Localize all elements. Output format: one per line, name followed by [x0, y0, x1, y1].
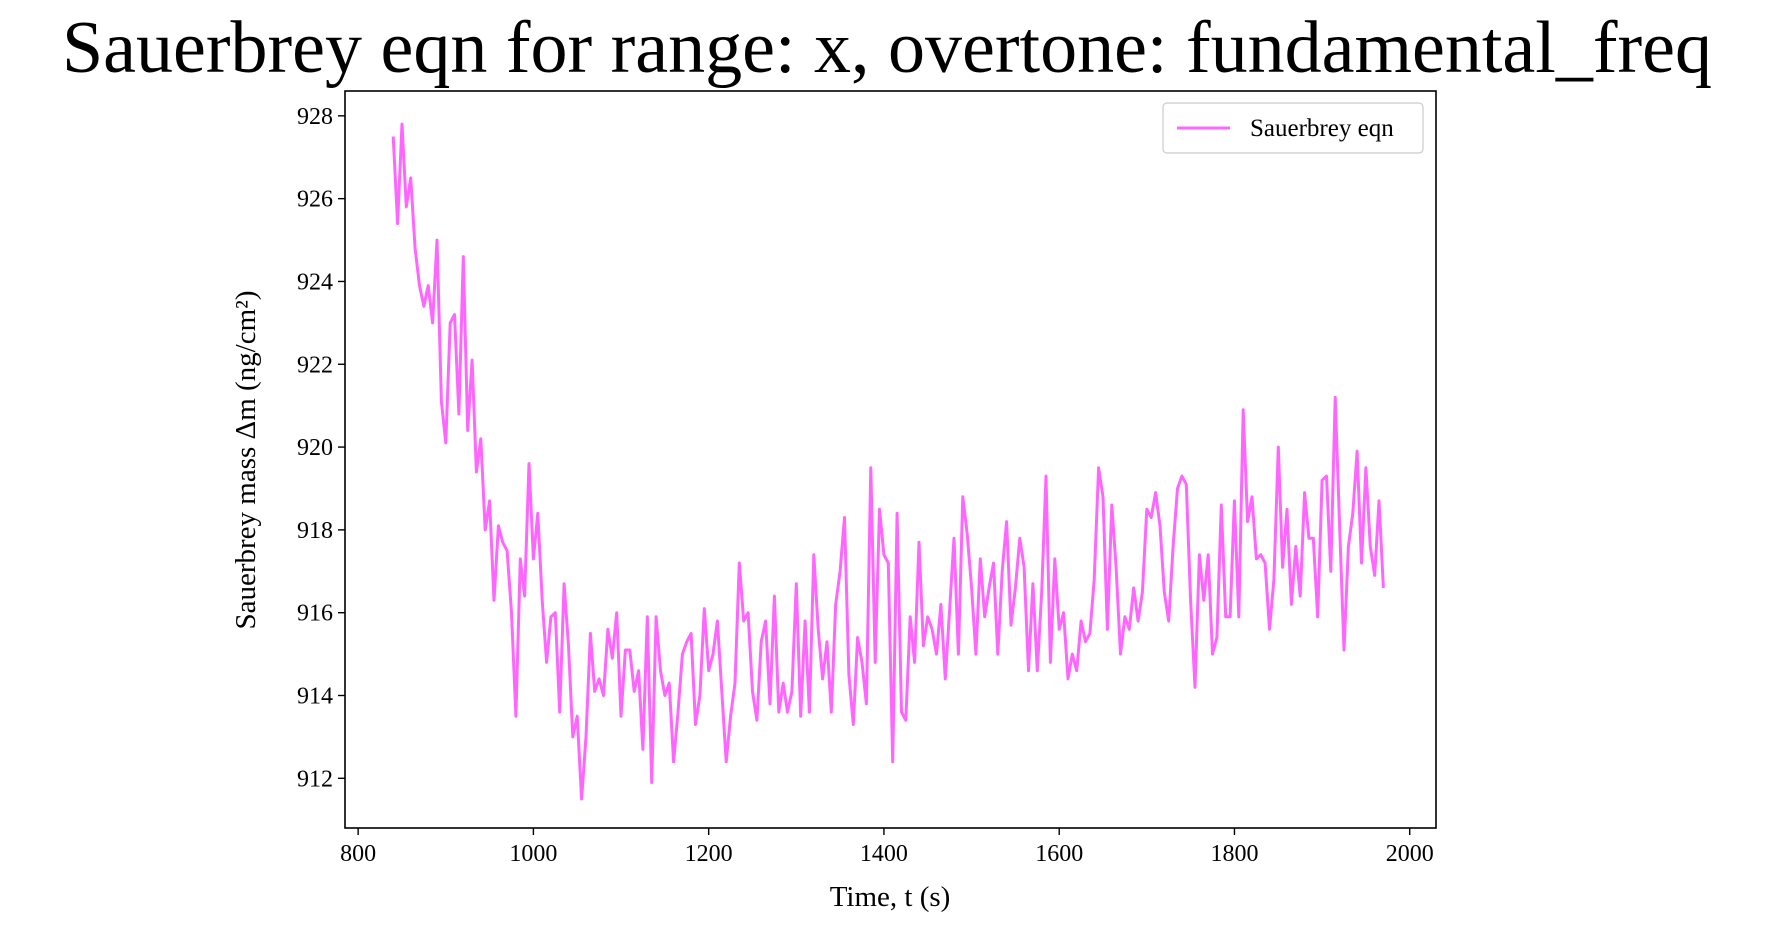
legend-entry-label: Sauerbrey eqn: [1250, 115, 1394, 142]
x-tick-label: 1000: [509, 841, 557, 867]
x-axis: 800 1000 1200 1400 1600 1800 2000: [340, 828, 1434, 867]
plot-area: 800 1000 1200 1400 1600 1800 2000 912 914 916 918…: [297, 90, 1437, 867]
x-axis-label: Time, t (s): [830, 881, 951, 913]
y-tick-label: 916: [297, 601, 333, 627]
y-tick-label: 920: [297, 435, 333, 461]
x-tick-label: 800: [340, 841, 376, 867]
x-tick-label: 1600: [1035, 841, 1083, 867]
x-tick-label: 1400: [860, 841, 908, 867]
y-tick-label: 926: [297, 187, 333, 213]
y-tick-label: 914: [297, 684, 333, 710]
y-axis: 912 914 916 918 920 922 924 926 928: [297, 104, 345, 792]
y-tick-label: 918: [297, 518, 333, 544]
y-axis-label-text: Sauerbrey mass Δm (ng/cm²): [230, 290, 262, 629]
y-tick-label: 922: [297, 352, 333, 378]
x-tick-label: 2000: [1386, 841, 1434, 867]
y-tick-label: 928: [297, 104, 333, 130]
y-tick-label: 924: [297, 269, 333, 295]
x-axis-label-text: Time, t (s): [830, 881, 951, 913]
y-axis-label: Sauerbrey mass Δm (ng/cm²): [230, 290, 262, 629]
legend: Sauerbrey eqn: [1162, 102, 1424, 154]
y-tick-label: 912: [297, 766, 333, 792]
chart-title: Sauerbrey eqn for range: x, overtone: fu…: [62, 7, 1712, 89]
series-line-sauerbrey-eqn: [391, 122, 1385, 801]
legend-box: [1162, 102, 1424, 154]
x-tick-label: 1800: [1210, 841, 1258, 867]
plot-frame: [344, 90, 1437, 829]
x-tick-label: 1200: [685, 841, 733, 867]
